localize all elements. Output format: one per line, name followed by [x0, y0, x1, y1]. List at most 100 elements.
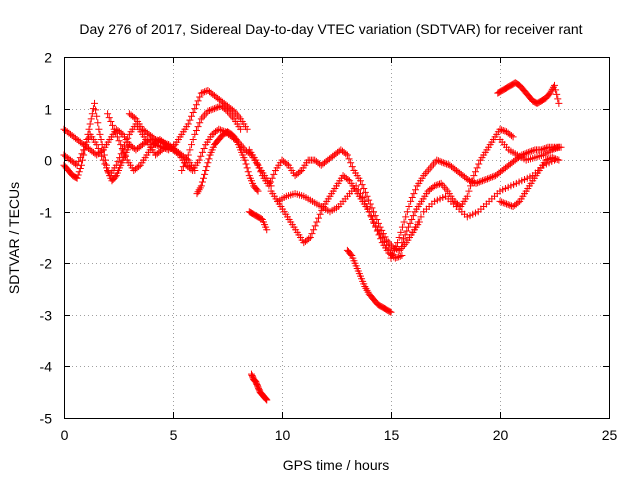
data-point [347, 159, 355, 167]
data-point-layer [60, 79, 565, 404]
data-point [479, 177, 487, 185]
data-point [441, 159, 449, 167]
data-point [387, 308, 395, 316]
data-point [399, 243, 407, 251]
data-point [380, 237, 388, 245]
data-point [467, 177, 475, 185]
data-point [97, 136, 105, 144]
data-point [433, 156, 441, 164]
data-point [183, 155, 191, 163]
data-point [436, 180, 444, 188]
data-point [192, 101, 200, 109]
data-point [152, 136, 160, 144]
data-point [181, 159, 189, 167]
data-point [76, 165, 84, 173]
data-point [408, 194, 416, 202]
x-tick-label: 0 [61, 427, 69, 443]
data-point [503, 200, 511, 208]
data-point [198, 178, 206, 186]
x-axis-label: GPS time / hours [283, 457, 390, 473]
data-point [306, 234, 314, 241]
data-point [161, 139, 169, 147]
data-point [406, 219, 414, 227]
data-point [389, 250, 397, 258]
data-point [184, 120, 192, 128]
data-point [192, 126, 200, 134]
data-point [356, 190, 364, 198]
data-point [498, 198, 506, 206]
data-point [529, 146, 537, 154]
data-point [403, 227, 411, 235]
data-point [122, 152, 130, 160]
series-13 [343, 246, 395, 316]
data-point [425, 166, 433, 174]
data-point [397, 228, 405, 236]
y-axis-label: SDTVAR / TECUs [6, 182, 22, 294]
data-point [465, 187, 473, 195]
data-point [215, 103, 223, 111]
data-point [409, 212, 417, 220]
data-point [390, 246, 398, 254]
data-point [343, 151, 351, 159]
data-point [254, 187, 262, 195]
data-point [555, 156, 563, 164]
data-point [109, 121, 117, 129]
data-point [203, 163, 211, 171]
data-point [188, 141, 196, 149]
data-point [78, 150, 86, 158]
data-point [552, 145, 560, 153]
data-point [374, 226, 382, 234]
data-point [365, 208, 373, 216]
data-point [82, 141, 90, 149]
data-point [232, 109, 240, 117]
data-point [296, 168, 304, 176]
data-point [263, 226, 271, 234]
data-point [395, 234, 403, 241]
series-19 [496, 136, 563, 164]
data-point [412, 223, 420, 231]
data-point [73, 174, 81, 182]
data-point [135, 163, 143, 171]
data-point [490, 172, 498, 180]
data-point [191, 166, 199, 174]
data-point [179, 163, 187, 171]
data-point [253, 160, 261, 168]
data-point [378, 234, 386, 241]
data-point [80, 151, 88, 159]
data-point [85, 125, 93, 133]
data-point [212, 104, 220, 112]
data-point [400, 235, 408, 243]
data-point [359, 194, 367, 202]
series-9 [247, 370, 271, 404]
data-point [313, 218, 321, 226]
data-point [550, 145, 558, 153]
data-point [372, 222, 380, 230]
data-point [345, 155, 353, 163]
data-point [482, 175, 490, 183]
data-point [241, 156, 249, 164]
data-point [496, 197, 504, 205]
data-point [480, 176, 488, 184]
x-tick-label: 15 [384, 427, 400, 443]
data-point [88, 110, 96, 118]
data-point [430, 160, 438, 168]
data-point [200, 145, 208, 153]
data-point [468, 177, 476, 185]
data-point [361, 188, 369, 196]
data-point [206, 107, 214, 115]
data-point [528, 147, 536, 155]
data-point [186, 116, 194, 124]
data-point [202, 87, 210, 95]
data-point [438, 158, 446, 166]
data-point [204, 159, 212, 167]
data-point [267, 178, 275, 186]
data-point [237, 125, 245, 133]
data-point [81, 146, 89, 154]
data-point [473, 164, 481, 172]
plot-frame [64, 57, 610, 419]
data-point [434, 157, 442, 165]
data-point [101, 160, 109, 168]
data-point [77, 161, 85, 169]
data-point [228, 113, 236, 121]
